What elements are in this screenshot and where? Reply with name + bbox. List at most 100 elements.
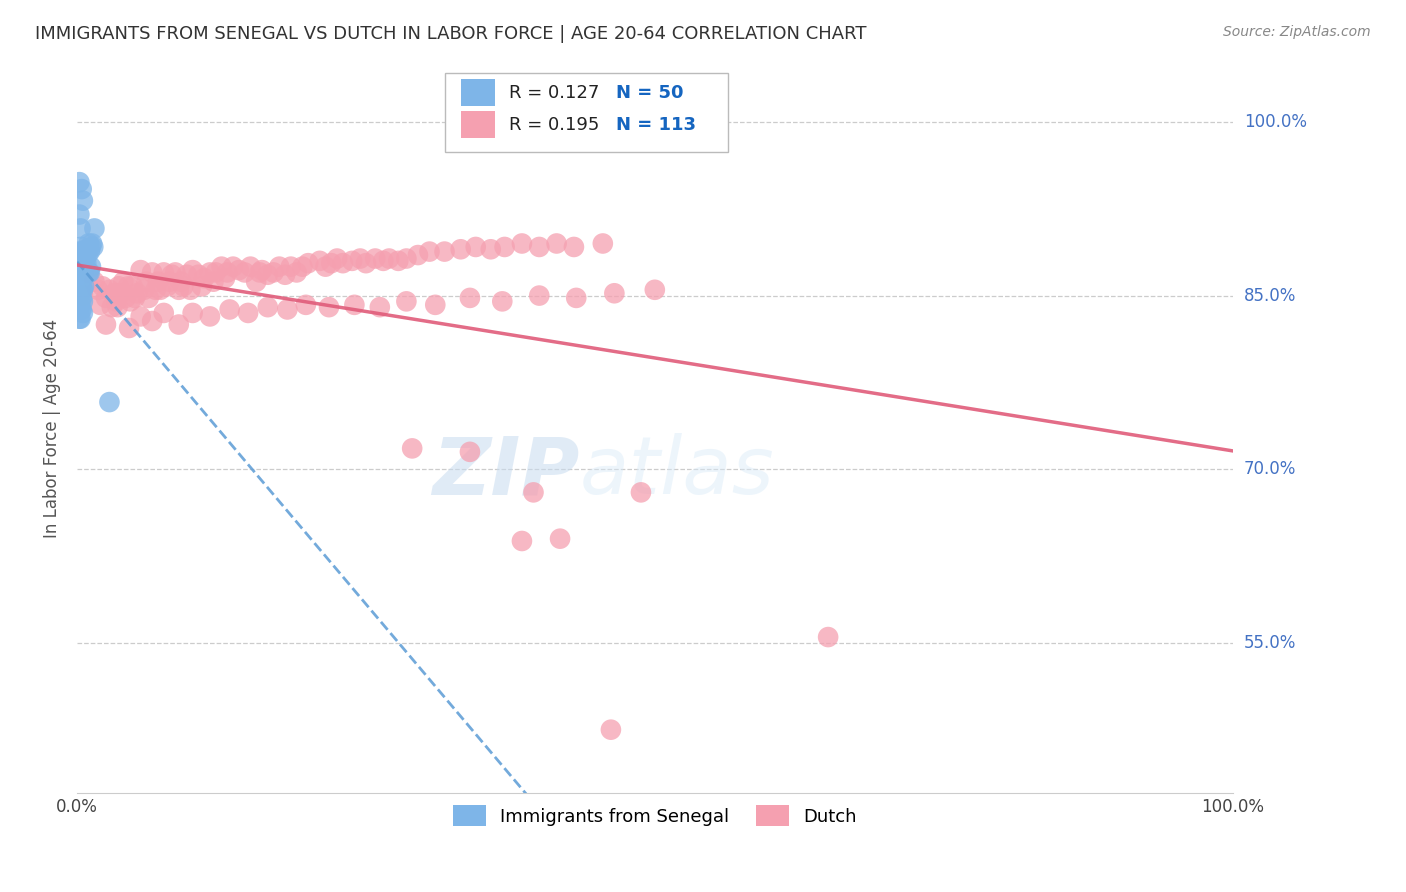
Point [349, 252, 371, 266]
Point [73, 279, 96, 293]
Point [156, 279, 179, 293]
Point [285, 265, 308, 279]
Point [510, 236, 533, 251]
Text: 100.0%: 100.0% [1244, 113, 1306, 131]
Point [73, 265, 96, 279]
Point [172, 279, 194, 293]
Point [599, 723, 621, 737]
Point [256, 300, 278, 314]
Point [152, 306, 174, 320]
Point [217, 265, 239, 279]
Point [167, 283, 190, 297]
Point [91, 279, 114, 293]
Point [72, 306, 94, 320]
Point [263, 265, 285, 279]
Point [67, 244, 90, 259]
Point [94, 291, 117, 305]
Point [67, 175, 90, 189]
Point [228, 263, 250, 277]
Point [80, 240, 103, 254]
Point [72, 288, 94, 302]
Point [72, 283, 94, 297]
Point [110, 286, 132, 301]
Point [72, 194, 94, 208]
Point [181, 306, 204, 320]
Point [138, 291, 160, 305]
Point [67, 300, 90, 314]
Point [202, 275, 225, 289]
Point [510, 533, 533, 548]
Text: R = 0.127: R = 0.127 [509, 84, 599, 102]
Point [72, 260, 94, 274]
Point [315, 260, 337, 274]
Point [529, 240, 551, 254]
Point [149, 283, 172, 297]
Point [82, 236, 104, 251]
Point [181, 263, 204, 277]
Point [120, 294, 142, 309]
Point [318, 300, 340, 314]
Point [146, 275, 169, 289]
Point [450, 242, 472, 256]
Point [87, 283, 110, 297]
Point [75, 260, 97, 274]
Point [100, 300, 122, 314]
Point [291, 260, 314, 274]
Text: 55.0%: 55.0% [1244, 634, 1296, 652]
Point [75, 256, 97, 270]
Point [239, 260, 262, 274]
Point [70, 279, 93, 293]
Point [276, 302, 298, 317]
Point [458, 445, 481, 459]
Point [80, 260, 103, 274]
Point [464, 240, 486, 254]
FancyBboxPatch shape [461, 78, 495, 106]
Point [245, 275, 267, 289]
Point [72, 294, 94, 309]
Point [114, 291, 136, 305]
Point [340, 253, 363, 268]
Point [69, 302, 91, 317]
Point [562, 240, 585, 254]
Point [159, 275, 181, 289]
Point [107, 300, 129, 314]
Point [165, 265, 187, 279]
Point [295, 298, 318, 312]
Point [458, 291, 481, 305]
FancyBboxPatch shape [444, 73, 727, 152]
Point [170, 275, 193, 289]
Point [378, 252, 401, 266]
Point [418, 244, 440, 259]
Point [67, 288, 90, 302]
Point [233, 265, 256, 279]
Point [69, 221, 91, 235]
Point [354, 256, 377, 270]
Point [117, 279, 139, 293]
Point [204, 265, 226, 279]
Point [395, 294, 418, 309]
Point [222, 260, 245, 274]
Point [387, 253, 409, 268]
Text: 85.0%: 85.0% [1244, 286, 1296, 304]
Point [69, 253, 91, 268]
Point [198, 265, 221, 279]
Point [141, 265, 163, 279]
Point [214, 271, 236, 285]
Text: N = 50: N = 50 [616, 84, 683, 102]
Point [67, 311, 90, 326]
Point [644, 283, 666, 297]
Text: R = 0.195: R = 0.195 [509, 116, 599, 134]
Point [373, 253, 395, 268]
Point [121, 279, 143, 293]
Point [141, 314, 163, 328]
Point [274, 268, 297, 282]
Point [69, 311, 91, 326]
Point [112, 275, 135, 289]
Point [135, 275, 157, 289]
Point [630, 485, 652, 500]
Point [145, 283, 167, 297]
Point [83, 275, 105, 289]
Text: atlas: atlas [579, 434, 775, 511]
Point [817, 630, 839, 644]
Point [343, 298, 366, 312]
